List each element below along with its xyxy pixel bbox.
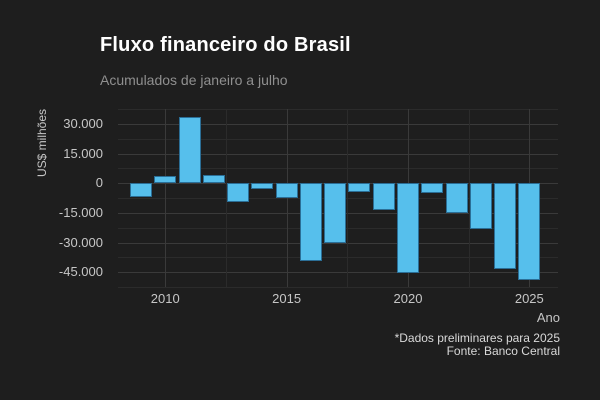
bar-2016 (299, 183, 322, 262)
y-tick-label: -15.000 (58, 204, 103, 220)
x-tick-label: 2025 (514, 291, 544, 306)
x-tick-label: 2020 (393, 291, 423, 306)
bar-2023 (469, 183, 492, 229)
bar-2014 (251, 183, 274, 190)
x-tick-label: 2010 (150, 291, 180, 306)
bar-2009 (130, 183, 152, 197)
chart-subtitle: Acumulados de janeiro a julho (100, 72, 288, 88)
caption-line-2: Fonte: Banco Central (446, 344, 560, 358)
chart-caption: *Dados preliminares para 2025 Fonte: Ban… (395, 332, 560, 358)
gridline-major-y (118, 272, 558, 274)
bar-2010 (154, 176, 177, 184)
gridline-minor-y (118, 287, 558, 288)
gridline-minor-y (118, 109, 558, 110)
plot-panel (118, 109, 558, 288)
bar-2025 (518, 183, 541, 281)
caption-line-1: *Dados preliminares para 2025 (394, 331, 560, 345)
bar-2021 (421, 183, 444, 193)
gridline-major-y (118, 123, 558, 125)
gridline-minor-x (225, 109, 227, 287)
y-tick-label: -45.000 (58, 264, 103, 280)
bar-2013 (227, 183, 250, 202)
y-tick-label: 15.000 (63, 145, 103, 161)
bar-2012 (202, 175, 225, 184)
gridline-minor-y (118, 257, 558, 259)
gridline-major-y (118, 153, 558, 155)
gridline-minor-x (347, 109, 349, 287)
bar-2017 (324, 183, 347, 244)
bar-2019 (372, 183, 395, 211)
gridline-minor-x (468, 109, 470, 287)
x-tick-label: 2015 (272, 291, 302, 306)
bar-2011 (178, 117, 201, 184)
gridline-minor-y (118, 168, 558, 170)
y-tick-label: 0 (95, 175, 103, 191)
bar-2018 (348, 183, 371, 192)
bar-2022 (445, 183, 468, 214)
bar-2020 (396, 183, 419, 274)
bar-2024 (494, 183, 517, 270)
chart-title: Fluxo financeiro do Brasil (100, 34, 351, 56)
y-tick-label: -30.000 (58, 234, 103, 250)
gridline-major-x (165, 109, 167, 287)
x-axis-title: Ano (536, 310, 560, 325)
y-tick-label: 30.000 (63, 115, 103, 131)
bar-2015 (275, 183, 298, 199)
gridline-minor-y (118, 138, 558, 140)
